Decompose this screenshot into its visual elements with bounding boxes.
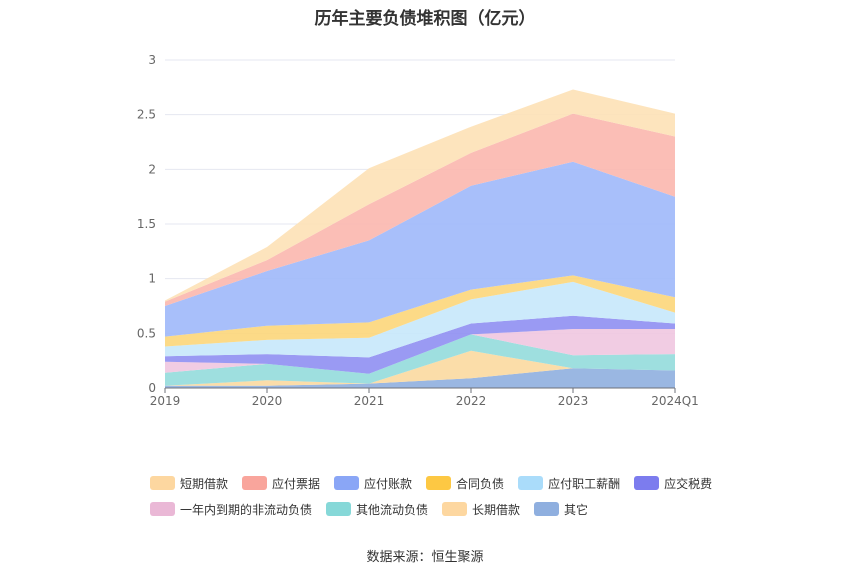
area-series-7 bbox=[165, 161, 675, 337]
legend-swatch bbox=[326, 502, 352, 516]
x-tick-label: 2024Q1 bbox=[651, 394, 699, 408]
legend-item[interactable]: 合同负债 bbox=[426, 475, 504, 492]
legend-swatch bbox=[534, 502, 560, 516]
legend-row-1: 短期借款 应付票据 应付账款 合同负债 应付职工薪酬 应交税费 bbox=[150, 470, 730, 496]
stacked-area-plot: 0 0.5 1 1.5 2 2.5 3 2019 2020 2021 2022 2023 2024Q1 bbox=[137, 53, 699, 408]
area-series-8 bbox=[165, 113, 675, 306]
legend-label: 应交税费 bbox=[664, 476, 713, 491]
x-tick-label: 2021 bbox=[354, 394, 385, 408]
legend-swatch bbox=[426, 476, 452, 490]
area-series-5 bbox=[165, 281, 675, 358]
legend-swatch bbox=[150, 476, 175, 490]
y-tick-label: 0 bbox=[148, 381, 156, 395]
area-series-2 bbox=[165, 334, 675, 386]
legend-swatch bbox=[634, 476, 660, 490]
legend-label: 其它 bbox=[564, 502, 589, 517]
legend-label: 短期借款 bbox=[180, 476, 229, 491]
area-series-group bbox=[165, 89, 675, 388]
x-tick-label: 2020 bbox=[252, 394, 283, 408]
legend-item[interactable]: 应交税费 bbox=[634, 475, 712, 492]
legend-label: 应付票据 bbox=[272, 476, 321, 491]
legend-label: 应付职工薪酬 bbox=[548, 476, 621, 491]
legend-item[interactable]: 其他流动负债 bbox=[326, 501, 428, 518]
area-series-3 bbox=[165, 329, 675, 374]
legend-label: 一年内到期的非流动负债 bbox=[180, 502, 313, 517]
x-tick-label: 2023 bbox=[558, 394, 589, 408]
area-series-4 bbox=[165, 315, 675, 374]
y-tick-label: 2 bbox=[148, 162, 156, 176]
legend-item[interactable]: 应付账款 bbox=[334, 475, 412, 492]
legend-item[interactable]: 长期借款 bbox=[442, 501, 520, 518]
area-series-1 bbox=[165, 350, 675, 386]
legend-row-2: 一年内到期的非流动负债 其他流动负债 长期借款 其它 bbox=[150, 496, 730, 522]
legend-item[interactable]: 应付职工薪酬 bbox=[518, 475, 620, 492]
legend-item[interactable]: 一年内到期的非流动负债 bbox=[150, 501, 312, 518]
y-tick-label: 1 bbox=[148, 272, 156, 286]
legend-swatch bbox=[150, 502, 175, 516]
axes: 0 0.5 1 1.5 2 2.5 3 2019 2020 2021 2022 2023 2024Q1 bbox=[137, 53, 699, 408]
y-tick-label: 1.5 bbox=[137, 217, 156, 231]
legend-label: 长期借款 bbox=[472, 502, 521, 517]
legend-label: 应付账款 bbox=[364, 476, 413, 491]
area-series-9 bbox=[165, 89, 675, 302]
legend-label: 合同负债 bbox=[456, 476, 505, 491]
legend-item[interactable]: 其它 bbox=[534, 501, 588, 518]
y-tick-label: 0.5 bbox=[137, 326, 156, 340]
legend-item[interactable]: 应付票据 bbox=[242, 475, 320, 492]
x-tick-label: 2022 bbox=[456, 394, 487, 408]
legend-swatch bbox=[442, 502, 468, 516]
legend-swatch bbox=[518, 476, 544, 490]
data-source-note: 数据来源：恒生聚源 bbox=[366, 550, 484, 565]
y-tick-label: 3 bbox=[148, 53, 156, 67]
legend-swatch bbox=[334, 476, 360, 490]
legend-swatch bbox=[242, 476, 268, 490]
area-series-6 bbox=[165, 275, 675, 347]
legend-label: 其他流动负债 bbox=[356, 502, 429, 517]
chart-title: 历年主要负债堆积图（亿元） bbox=[314, 9, 536, 29]
x-tick-label: 2019 bbox=[150, 394, 181, 408]
area-series-0 bbox=[165, 368, 675, 388]
y-tick-label: 2.5 bbox=[137, 108, 156, 122]
legend-item[interactable]: 短期借款 bbox=[150, 475, 228, 492]
legend: 短期借款 应付票据 应付账款 合同负债 应付职工薪酬 应交税费 一年内到期的非流动负债 其他… bbox=[150, 470, 730, 522]
